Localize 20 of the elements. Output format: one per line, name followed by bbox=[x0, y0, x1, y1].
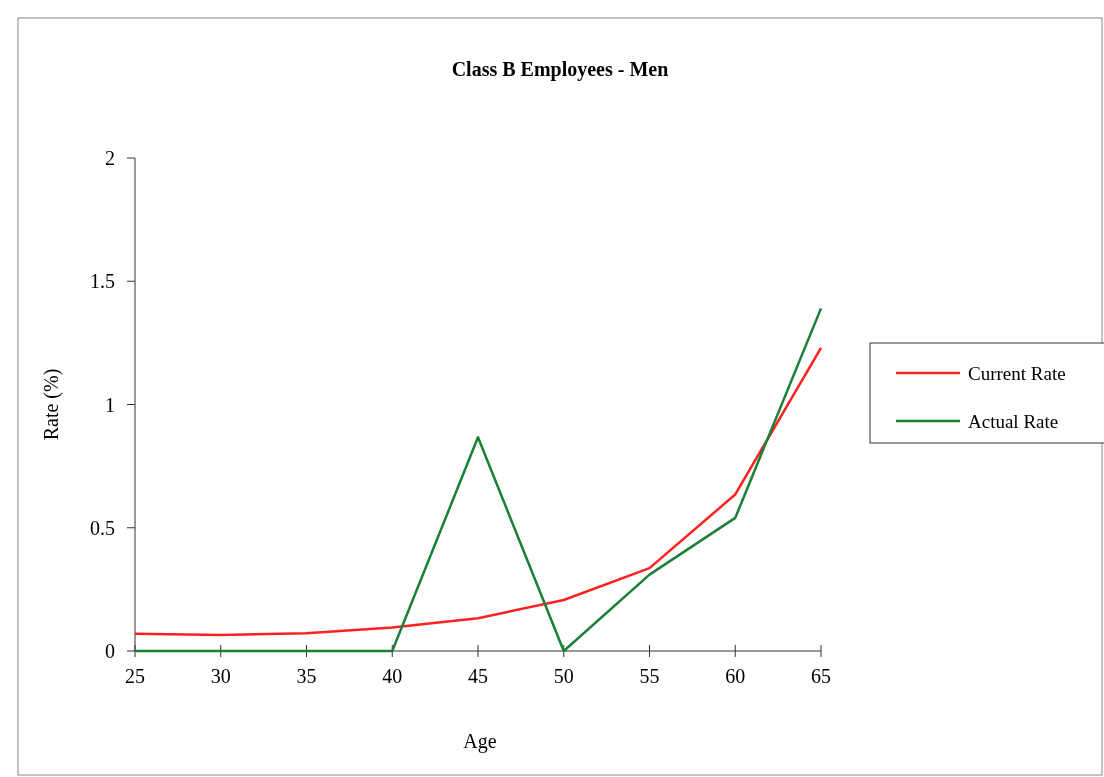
legend-label: Current Rate bbox=[968, 362, 1066, 384]
x-tick-label: 30 bbox=[210, 665, 231, 687]
y-tick-label: 2 bbox=[105, 147, 115, 169]
y-tick-label: 0 bbox=[105, 640, 115, 662]
x-tick-label: 40 bbox=[382, 665, 403, 687]
x-tick-label: 25 bbox=[125, 665, 145, 687]
line-series bbox=[133, 346, 823, 637]
x-tick-label: 55 bbox=[639, 665, 660, 687]
x-tick-label: 45 bbox=[468, 665, 488, 687]
x-axis-title: Age bbox=[463, 730, 497, 753]
x-tick-label: 35 bbox=[296, 665, 317, 687]
x-tick-label: 50 bbox=[553, 665, 574, 687]
legend-label: Actual Rate bbox=[968, 410, 1059, 432]
y-tick-label: 0.5 bbox=[90, 516, 115, 539]
y-tick-label: 1.5 bbox=[90, 270, 115, 293]
y-tick-label: 1 bbox=[105, 393, 115, 416]
x-tick-label: 60 bbox=[725, 665, 746, 687]
y-axis-title: Rate (%) bbox=[40, 368, 63, 441]
chart-title: Class B Employees - Men bbox=[451, 58, 669, 81]
x-tick-label: 65 bbox=[811, 665, 831, 687]
